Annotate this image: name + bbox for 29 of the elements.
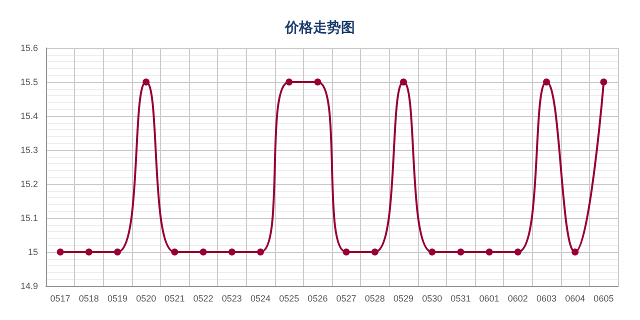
y-tick-label: 15 [28, 247, 38, 257]
chart-title: 价格走势图 [284, 20, 355, 36]
x-tick-label: 0601 [479, 294, 500, 304]
x-tick-label: 0604 [565, 294, 586, 304]
x-tick-label: 0526 [308, 294, 328, 304]
x-tick-label: 0523 [222, 294, 242, 304]
y-tick-label: 15.5 [20, 77, 38, 87]
y-tick-label: 14.9 [20, 281, 38, 291]
x-tick-label: 0518 [78, 294, 99, 304]
y-tick-label: 15.4 [20, 111, 38, 121]
x-tick-label: 0529 [393, 294, 414, 304]
x-tick-label: 0519 [107, 294, 128, 304]
y-tick-label: 15.6 [20, 43, 38, 53]
y-tick-label: 15.3 [20, 145, 38, 155]
x-tick-label: 0528 [364, 294, 385, 304]
x-tick-label: 0517 [50, 294, 70, 304]
x-tick-label: 0524 [250, 294, 271, 304]
x-tick-label: 0531 [450, 294, 471, 304]
x-tick-label: 0521 [164, 294, 185, 304]
x-tick-label: 0530 [422, 294, 442, 304]
x-tick-label: 0602 [508, 294, 528, 304]
x-tick-label: 0522 [193, 294, 214, 304]
x-tick-label: 0605 [594, 294, 614, 304]
x-tick-label: 0520 [136, 294, 156, 304]
x-tick-label: 0525 [279, 294, 300, 304]
y-tick-label: 15.1 [20, 213, 38, 223]
x-tick-label: 0527 [336, 294, 356, 304]
y-tick-label: 15.2 [20, 179, 38, 189]
x-tick-label: 0603 [536, 294, 557, 304]
